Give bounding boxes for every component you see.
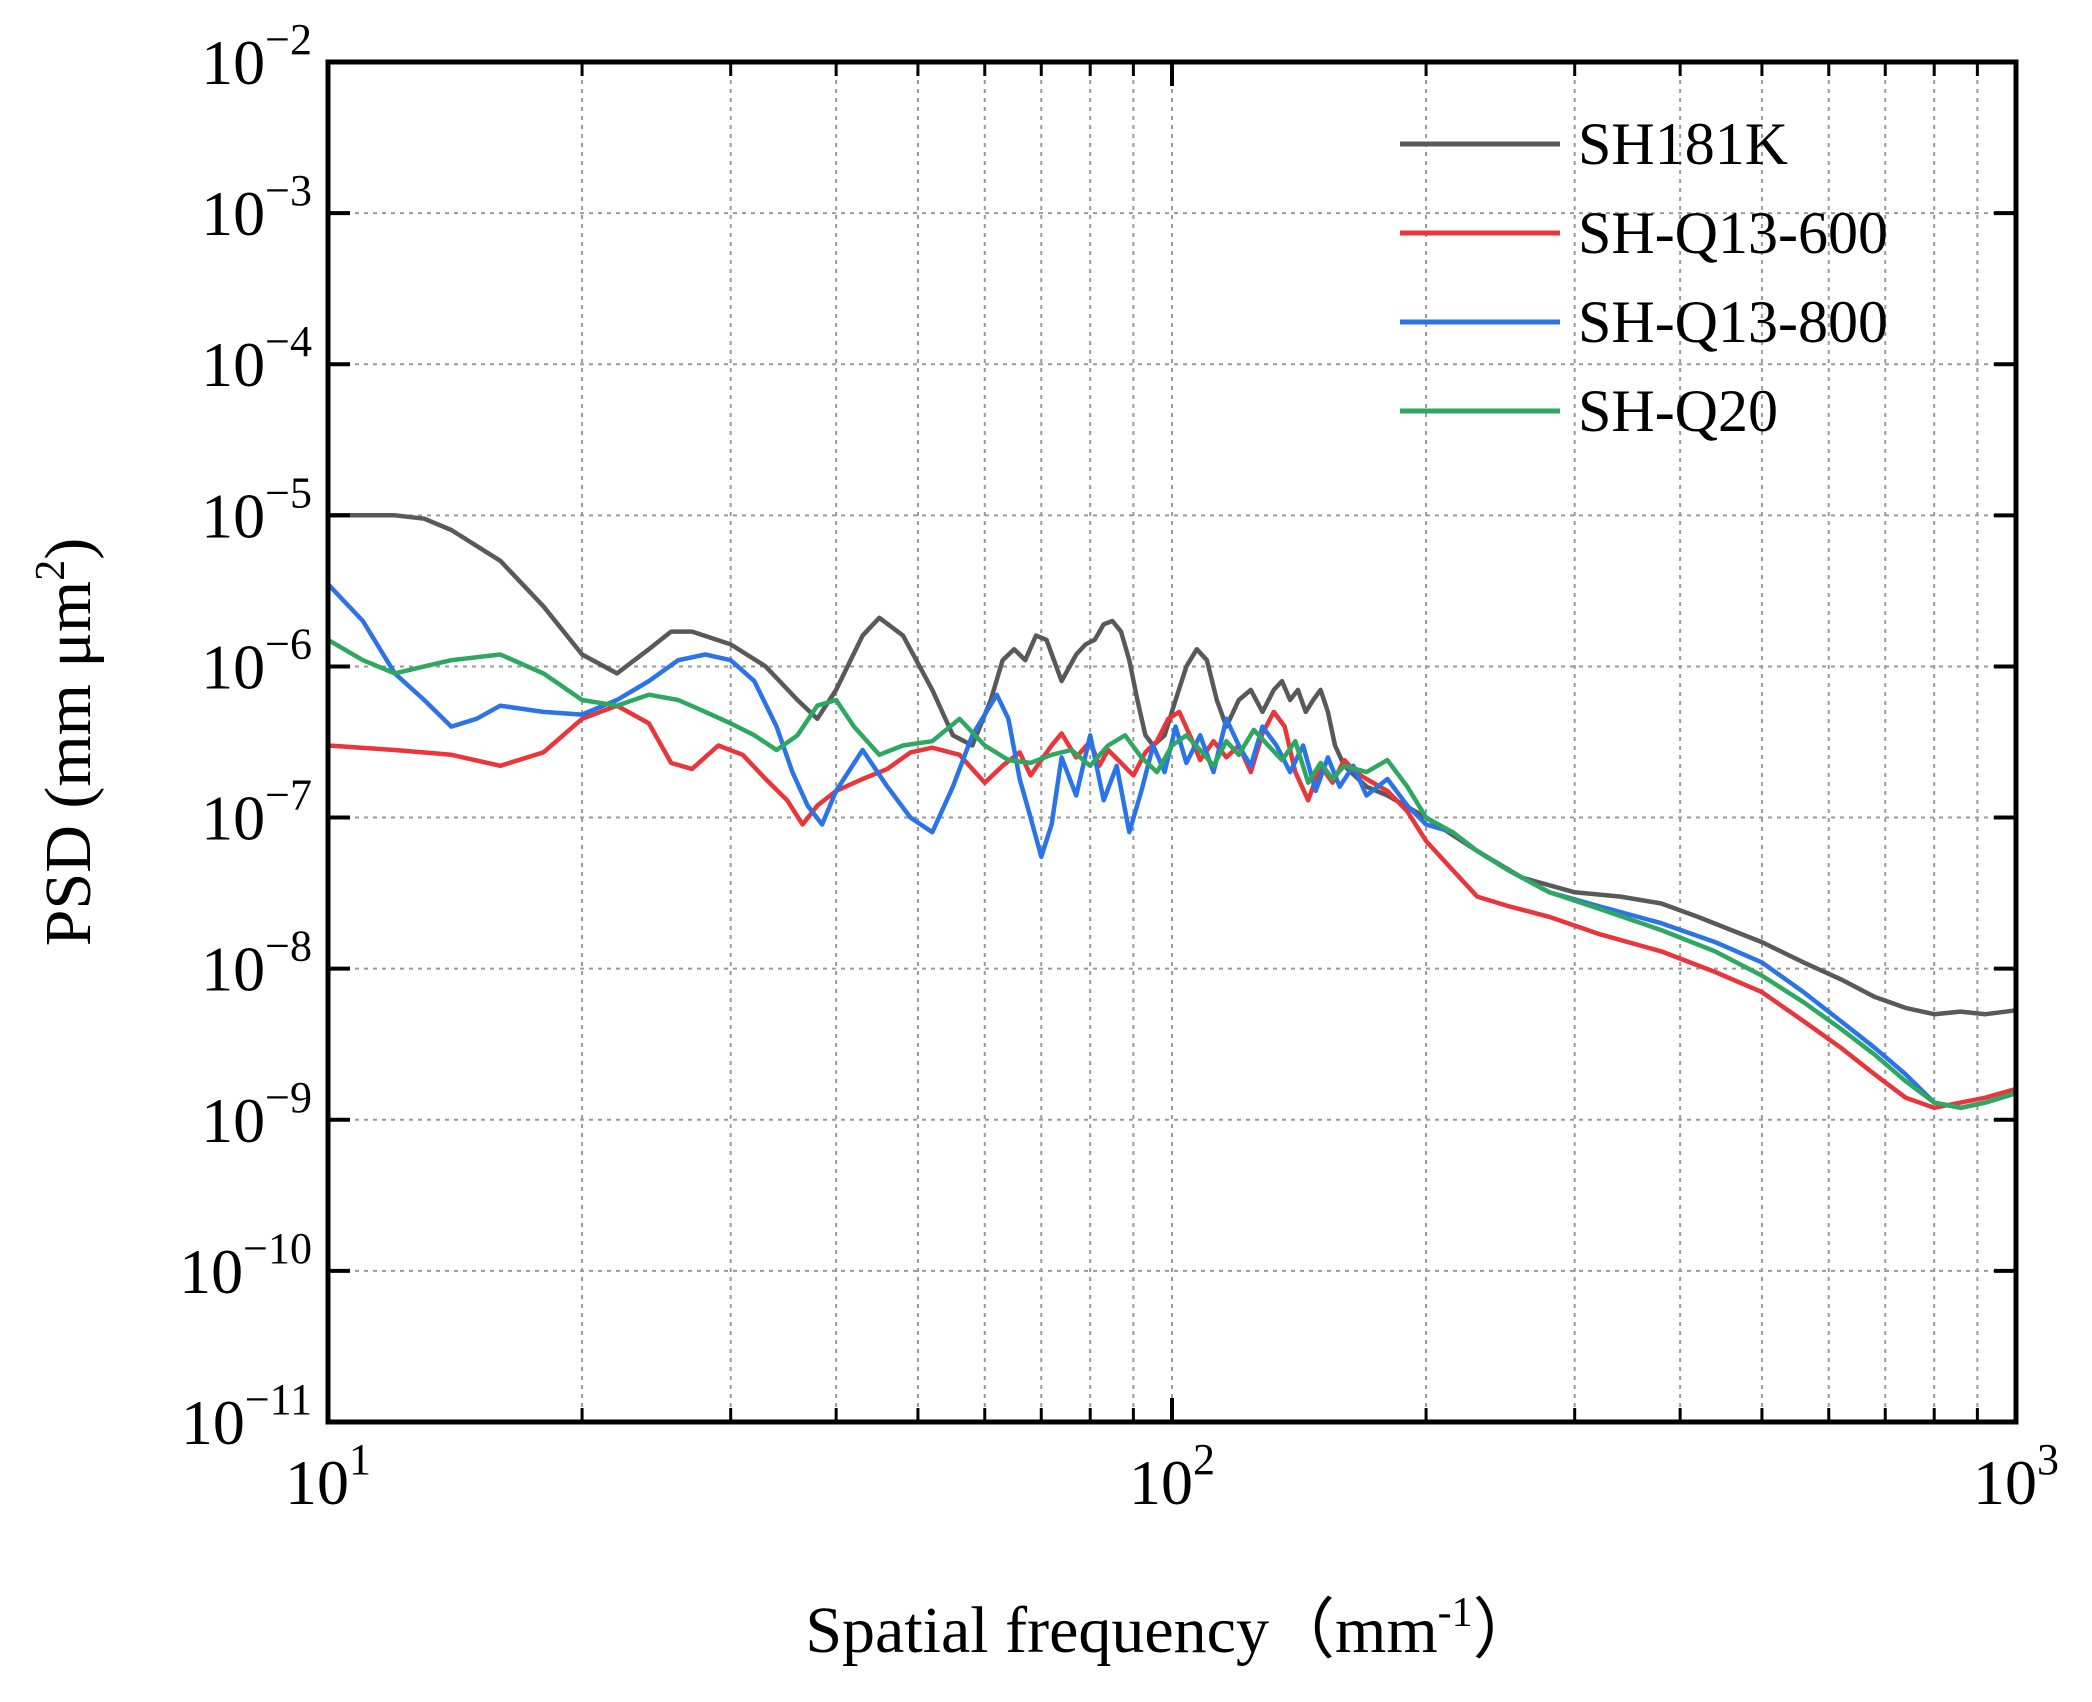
x-tick-label: 102 bbox=[1129, 1435, 1215, 1518]
legend-label: SH-Q13-800 bbox=[1578, 289, 1888, 355]
legend-label: SH-Q13-600 bbox=[1578, 200, 1888, 266]
x-tick-label: 101 bbox=[285, 1435, 371, 1518]
series-line-sh-q20 bbox=[325, 637, 2019, 1111]
y-tick-label: 10−9 bbox=[201, 1073, 312, 1156]
axis-ticks bbox=[326, 60, 2018, 1424]
x-axis-title: Spatial frequency（mm-1） bbox=[805, 1590, 1538, 1667]
legend-label: SH181K bbox=[1578, 111, 1788, 177]
y-tick-label: 10−10 bbox=[179, 1224, 312, 1307]
y-tick-label: 10−4 bbox=[201, 317, 312, 400]
y-tick-label: 10−2 bbox=[201, 15, 312, 98]
y-tick-labels: 10−2 10−3 10−4 10−5 10−6 10−7 10−8 10−9 10−10 10−… bbox=[179, 15, 312, 1458]
y-tick-label: 10−3 bbox=[201, 166, 312, 249]
y-axis-title: PSD (mm μm2) bbox=[28, 538, 105, 946]
y-tick-label: 10−11 bbox=[181, 1375, 312, 1458]
series-line-sh-q13-600 bbox=[325, 703, 2019, 1111]
y-tick-label: 10−7 bbox=[201, 771, 312, 854]
x-tick-label: 103 bbox=[1973, 1435, 2059, 1518]
legend: SH181K SH-Q13-600 SH-Q13-800 SH-Q20 bbox=[1400, 111, 1888, 444]
x-tick-labels: 101 102 103 bbox=[285, 1435, 2059, 1518]
series-lines bbox=[325, 513, 2019, 1111]
y-tick-label: 10−6 bbox=[201, 619, 312, 702]
y-tick-label: 10−8 bbox=[201, 922, 312, 1005]
legend-label: SH-Q20 bbox=[1578, 378, 1778, 444]
y-tick-label: 10−5 bbox=[201, 468, 312, 551]
grid-lines bbox=[328, 62, 2016, 1422]
